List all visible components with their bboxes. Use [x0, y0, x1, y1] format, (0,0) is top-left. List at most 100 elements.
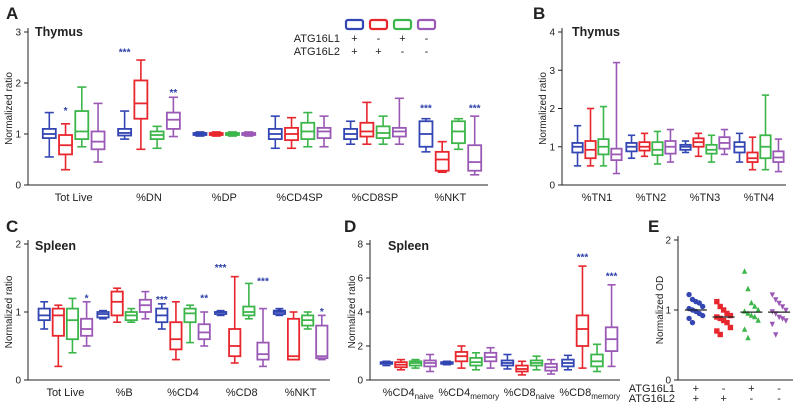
significance-stars: ***	[469, 104, 481, 115]
legend-row-label: ATG16L1	[294, 33, 340, 45]
scatter-point	[773, 332, 779, 338]
scatter-point	[748, 299, 755, 306]
scatter-point	[769, 321, 776, 328]
box-A-4-0	[343, 120, 359, 145]
box-D-1-2	[469, 351, 483, 371]
box-D-0-0	[379, 360, 394, 367]
box-body	[51, 307, 65, 337]
scatter-point	[720, 317, 727, 324]
significance-stars: ***	[119, 47, 131, 58]
panel-letter: A	[6, 4, 18, 23]
scatter-point	[714, 298, 720, 305]
box-C-2-1	[169, 300, 183, 361]
scatter-point	[776, 314, 782, 321]
box-C-4-3	[315, 314, 329, 361]
scatter-point	[696, 300, 702, 306]
box-D-3-0	[561, 354, 575, 371]
box-A-5-0	[418, 117, 434, 153]
panel-letter: E	[648, 217, 659, 236]
box-C-1-1	[110, 287, 124, 324]
box-B-3-1	[746, 136, 759, 171]
box-D-3-2	[590, 343, 604, 373]
x-tick-label-subscript: naive	[536, 392, 556, 401]
panel-C: 0 1 2 Normalized ratio C Spleen Tot Live %B %CD4…	[4, 217, 330, 399]
box-B-3-2	[759, 94, 772, 171]
scatter-point	[779, 316, 786, 322]
panel-letter: C	[6, 217, 18, 236]
y-tick-label: 2	[549, 104, 555, 115]
significance-stars: ***	[577, 253, 589, 264]
scatter-point	[699, 312, 706, 319]
y-axis-label: Normalized ratio	[347, 275, 358, 348]
box-B-2-3	[718, 128, 731, 156]
box-A-2-3	[241, 131, 257, 137]
box-B-3-3	[772, 138, 785, 173]
box-body	[256, 341, 270, 361]
box-D-2-2	[529, 355, 544, 371]
box-body	[37, 307, 51, 322]
panel-title: Thymus	[572, 25, 620, 39]
scatter-point	[773, 297, 779, 303]
y-tick-label: 0	[15, 376, 21, 387]
panel-A: 0 1 2 3 Normalized ratio A Thymus Tot Live %DN %D…	[4, 4, 488, 204]
box-B-0-0	[571, 124, 584, 167]
y-tick-label: 4	[357, 308, 363, 319]
box-C-0-2	[65, 297, 80, 354]
scatter-point	[752, 313, 758, 320]
box-body	[74, 110, 90, 141]
x-tick-label: %CD4memory	[438, 387, 499, 401]
x-tick-label: Tot Live	[55, 192, 93, 204]
box-A-0-1	[58, 123, 73, 171]
y-axis-label: Normalized OD	[655, 276, 666, 344]
box-C-1-3	[138, 290, 152, 320]
scatter-point	[717, 303, 723, 310]
scatter-point	[745, 334, 751, 341]
scatter-point	[755, 306, 761, 313]
scatter-point	[720, 307, 727, 313]
scatter-point	[714, 328, 720, 334]
scatter-point	[724, 310, 730, 317]
box-C-2-3	[197, 311, 211, 347]
genotype-symbol: -	[750, 393, 754, 405]
box-A-1-0	[117, 110, 133, 140]
significance-stars: ***	[420, 104, 432, 115]
box-body	[228, 328, 242, 358]
box-A-5-2	[451, 117, 466, 151]
x-tick-label-subscript: naive	[415, 392, 435, 401]
box-B-0-1	[584, 107, 597, 167]
x-tick-label: %TN3	[690, 192, 721, 204]
scatter-group-1	[712, 298, 735, 338]
scatter-point	[717, 315, 723, 322]
x-tick-label: %B	[116, 387, 133, 399]
x-tick-label-subscript: memory	[470, 392, 499, 401]
legend-row-label: ATG16L2	[294, 46, 340, 58]
box-A-2-1	[208, 131, 224, 137]
box-body	[359, 121, 375, 138]
x-tick-label-base: %CD4	[438, 387, 470, 399]
scatter-point	[755, 317, 761, 323]
legend-swatch	[344, 18, 365, 31]
x-tick-label-base: %CD8	[504, 387, 536, 399]
box-B-0-2	[597, 105, 610, 167]
box-body	[169, 321, 183, 351]
box-C-3-3	[256, 307, 270, 368]
panel-title: Spleen	[388, 239, 429, 253]
box-C-4-1	[286, 311, 301, 361]
panel-letter: D	[344, 217, 356, 236]
box-B-1-1	[638, 132, 651, 158]
x-tick-label: %TN1	[582, 192, 613, 204]
significance-stars: ***	[606, 271, 618, 282]
scatter-point	[748, 312, 755, 318]
y-tick-label: 1	[15, 308, 21, 319]
x-tick-label: %CD8	[226, 387, 258, 399]
genotype-symbol: -	[777, 383, 781, 395]
panel-letter: B	[533, 4, 545, 23]
scatter-point	[741, 308, 748, 314]
box-D-1-0	[440, 360, 454, 366]
x-tick-label: %NKT	[434, 192, 466, 204]
box-D-0-3	[423, 353, 437, 373]
box-body	[80, 317, 94, 337]
legend-swatch	[392, 18, 413, 31]
legend-swatch	[416, 18, 437, 31]
